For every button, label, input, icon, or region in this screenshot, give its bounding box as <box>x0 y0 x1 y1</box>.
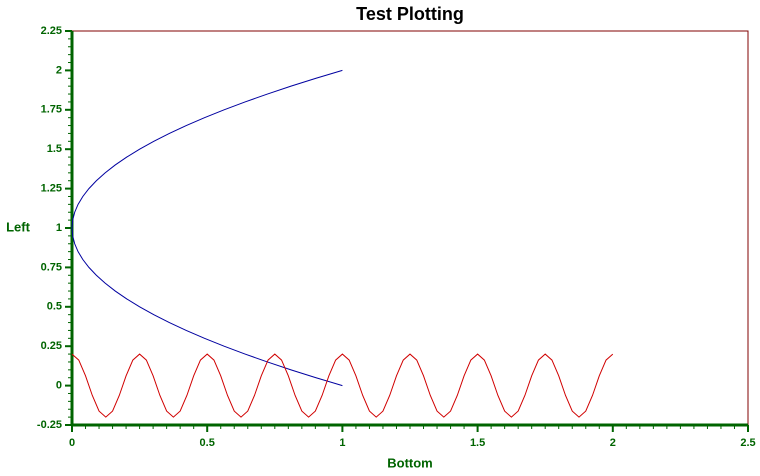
y-tick-label: -0.25 <box>37 419 62 431</box>
series-line <box>71 353 614 418</box>
x-tick-label: 2 <box>610 437 616 449</box>
y-axis-label: Left <box>6 219 31 234</box>
y-tick-label: 0.25 <box>41 340 62 352</box>
series-line <box>71 69 343 387</box>
y-tick-label: 0.5 <box>47 301 62 313</box>
y-tick-label: 1 <box>56 222 62 234</box>
y-tick-label: 1.25 <box>41 183 62 195</box>
y-tick-label: 0.75 <box>41 261 62 273</box>
y-tick-label: 1.75 <box>41 104 62 116</box>
plot-frame <box>71 30 749 426</box>
y-tick-label: 2.25 <box>41 25 62 37</box>
x-tick-label: 2.5 <box>740 437 755 449</box>
x-tick-label: 0 <box>69 437 75 449</box>
y-tick-label: 0 <box>56 380 62 392</box>
chart-title: Test Plotting <box>356 4 464 24</box>
y-tick-label: 1.5 <box>47 143 62 155</box>
x-axis-label: Bottom <box>387 455 433 470</box>
x-tick-label: 1 <box>339 437 345 449</box>
y-tick-label: 2 <box>56 64 62 76</box>
x-tick-label: 1.5 <box>470 437 485 449</box>
x-tick-label: 0.5 <box>200 437 215 449</box>
